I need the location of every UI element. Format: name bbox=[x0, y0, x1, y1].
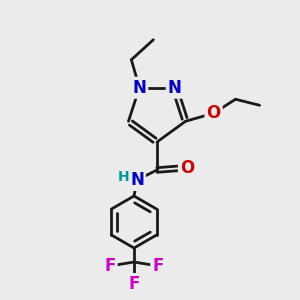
Text: N: N bbox=[168, 79, 182, 97]
Text: H: H bbox=[118, 170, 130, 184]
Text: F: F bbox=[104, 257, 116, 275]
Text: O: O bbox=[206, 104, 221, 122]
Text: N: N bbox=[130, 171, 144, 189]
Text: F: F bbox=[152, 257, 164, 275]
Text: N: N bbox=[132, 79, 146, 97]
Text: O: O bbox=[180, 159, 194, 177]
Text: F: F bbox=[128, 275, 140, 293]
